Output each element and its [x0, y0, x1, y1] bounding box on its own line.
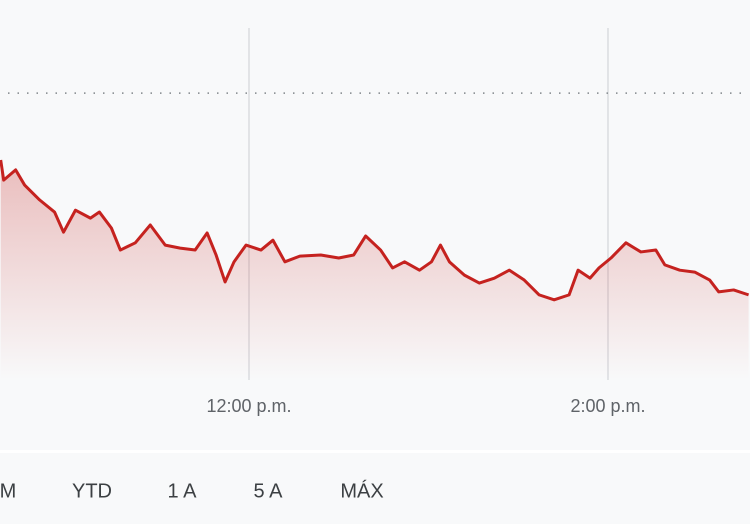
range-button[interactable]: 5 A [254, 480, 284, 502]
price-line [0, 159, 750, 302]
range-button[interactable]: 1 A [168, 480, 198, 502]
x-tick-label: 12:00 p.m. [206, 396, 291, 416]
range-button[interactable]: YTD [72, 480, 112, 502]
range-button[interactable]: M [0, 480, 16, 502]
x-tick-label: 2:00 p.m. [570, 396, 645, 416]
area [0, 159, 749, 380]
range-button[interactable]: MÁX [340, 479, 383, 502]
divider [0, 450, 750, 453]
